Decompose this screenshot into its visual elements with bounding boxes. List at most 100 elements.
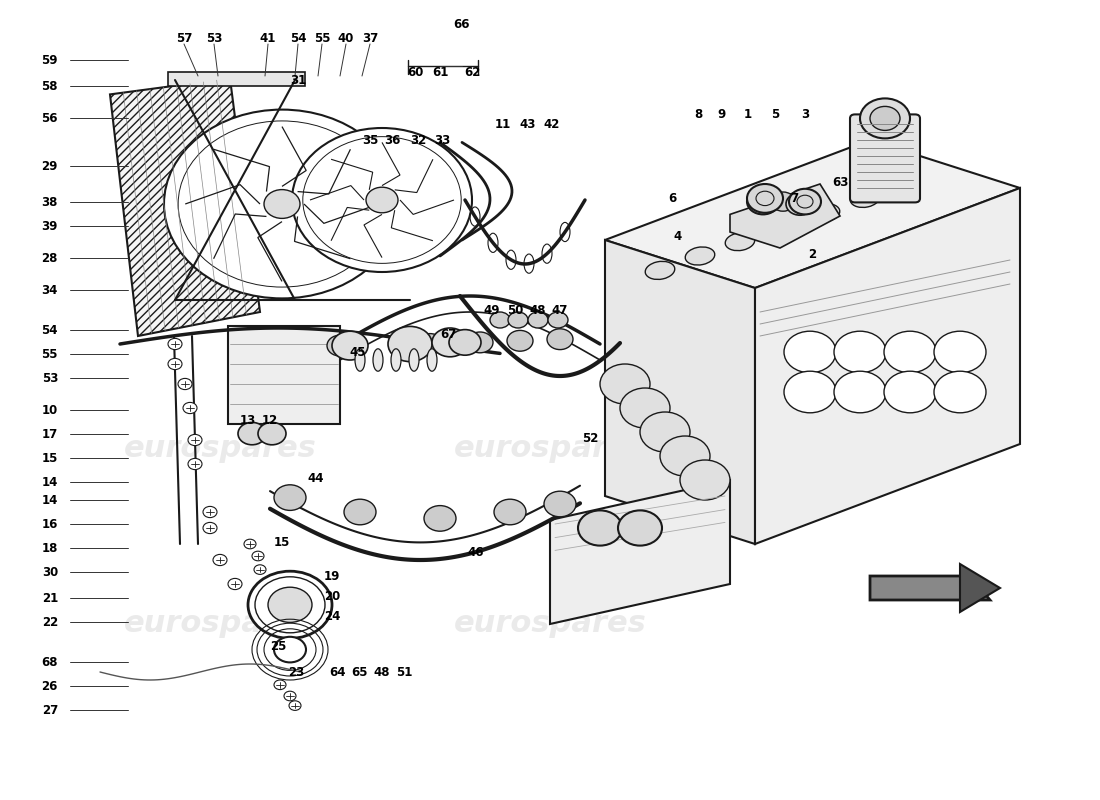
Circle shape: [244, 539, 256, 549]
Text: 7: 7: [790, 192, 799, 205]
Polygon shape: [870, 576, 990, 600]
Circle shape: [771, 192, 795, 211]
Circle shape: [789, 189, 821, 214]
Circle shape: [860, 98, 910, 138]
Text: 33: 33: [433, 134, 450, 146]
Circle shape: [508, 312, 528, 328]
Circle shape: [264, 190, 300, 218]
Circle shape: [255, 577, 324, 633]
Text: 28: 28: [42, 252, 58, 265]
Circle shape: [228, 578, 242, 590]
Circle shape: [640, 412, 690, 452]
Text: 40: 40: [338, 32, 354, 45]
Text: 54: 54: [42, 324, 58, 337]
Text: 53: 53: [42, 372, 58, 385]
Circle shape: [292, 128, 472, 272]
Circle shape: [578, 510, 621, 546]
Circle shape: [213, 554, 227, 566]
Text: 51: 51: [396, 666, 412, 678]
Circle shape: [784, 331, 836, 373]
Polygon shape: [605, 240, 755, 544]
Text: eurospares: eurospares: [123, 610, 317, 638]
Circle shape: [747, 184, 783, 213]
Circle shape: [289, 701, 301, 710]
Text: 61: 61: [432, 66, 448, 78]
Circle shape: [660, 436, 710, 476]
Circle shape: [834, 371, 886, 413]
Text: 21: 21: [42, 592, 58, 605]
Circle shape: [449, 330, 481, 355]
Text: 20: 20: [323, 590, 340, 602]
Text: 2: 2: [807, 248, 816, 261]
Text: 13: 13: [240, 414, 256, 426]
Text: 68: 68: [42, 656, 58, 669]
Text: 12: 12: [262, 414, 278, 426]
Circle shape: [870, 106, 900, 130]
Circle shape: [507, 330, 534, 351]
Text: 14: 14: [42, 494, 58, 506]
Text: 53: 53: [206, 32, 222, 45]
Circle shape: [238, 422, 266, 445]
Text: 41: 41: [260, 32, 276, 45]
Polygon shape: [168, 72, 305, 86]
Polygon shape: [228, 326, 340, 424]
Ellipse shape: [427, 349, 437, 371]
Circle shape: [424, 506, 456, 531]
Text: 64: 64: [330, 666, 346, 678]
Text: 26: 26: [42, 680, 58, 693]
Text: 32: 32: [410, 134, 426, 146]
Polygon shape: [110, 78, 260, 336]
Circle shape: [432, 328, 468, 357]
Text: 46: 46: [468, 546, 484, 558]
Text: 58: 58: [42, 80, 58, 93]
Text: 18: 18: [42, 542, 58, 554]
Text: 45: 45: [350, 346, 366, 358]
Text: 54: 54: [289, 32, 306, 45]
Text: 39: 39: [42, 220, 58, 233]
Ellipse shape: [646, 262, 674, 279]
Text: 29: 29: [42, 160, 58, 173]
Circle shape: [747, 189, 779, 214]
Ellipse shape: [770, 218, 800, 236]
Circle shape: [934, 371, 986, 413]
Text: 62: 62: [464, 66, 481, 78]
Circle shape: [258, 422, 286, 445]
Text: 24: 24: [323, 610, 340, 622]
Circle shape: [274, 637, 306, 662]
Ellipse shape: [390, 349, 402, 371]
Circle shape: [183, 402, 197, 414]
Text: 48: 48: [530, 304, 547, 317]
Text: 49: 49: [484, 304, 500, 317]
Circle shape: [884, 331, 936, 373]
Ellipse shape: [409, 349, 419, 371]
Text: 36: 36: [384, 134, 400, 146]
Circle shape: [417, 334, 443, 354]
Text: 55: 55: [314, 32, 330, 45]
Text: 57: 57: [176, 32, 192, 45]
Text: 48: 48: [374, 666, 390, 678]
Text: 5: 5: [771, 108, 779, 121]
Polygon shape: [550, 480, 730, 624]
Circle shape: [164, 110, 400, 298]
Circle shape: [494, 499, 526, 525]
Text: 42: 42: [543, 118, 560, 130]
Text: eurospares: eurospares: [123, 434, 317, 462]
Ellipse shape: [685, 247, 715, 265]
Text: 16: 16: [42, 518, 58, 530]
Text: 47: 47: [552, 304, 569, 317]
Ellipse shape: [355, 349, 365, 371]
Polygon shape: [730, 184, 840, 248]
Circle shape: [274, 485, 306, 510]
Text: 1: 1: [744, 108, 752, 121]
Text: 3: 3: [801, 108, 810, 121]
Circle shape: [284, 691, 296, 701]
Circle shape: [547, 329, 573, 350]
Text: 19: 19: [323, 570, 340, 582]
Text: 10: 10: [42, 404, 58, 417]
Text: 59: 59: [42, 54, 58, 66]
Text: 25: 25: [270, 640, 286, 653]
Text: 56: 56: [42, 112, 58, 125]
Text: 38: 38: [42, 196, 58, 209]
Circle shape: [784, 371, 836, 413]
Circle shape: [600, 364, 650, 404]
